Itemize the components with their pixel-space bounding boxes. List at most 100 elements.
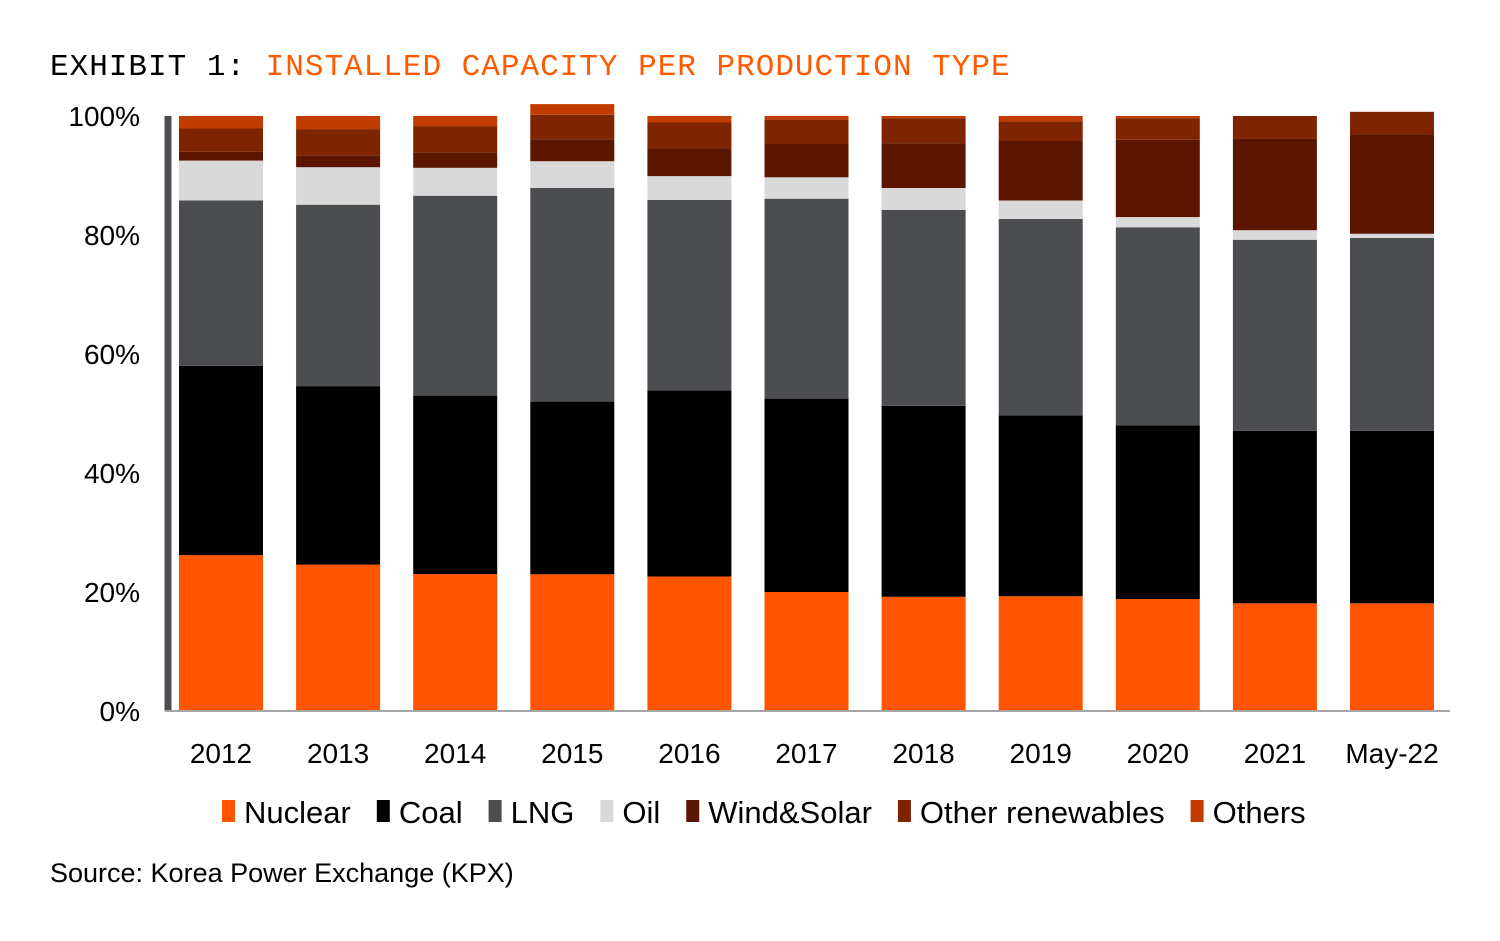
legend-label: Other renewables: [920, 795, 1165, 830]
bar-segment: [1115, 599, 1200, 711]
bar-segment: [881, 188, 966, 210]
legend-swatch: [897, 800, 911, 822]
x-tick-label: 2017: [775, 738, 837, 769]
chart-title: EXHIBIT 1: INSTALLED CAPACITY PER PRODUC…: [50, 50, 1011, 85]
x-tick-label: May-22: [1345, 738, 1438, 769]
bar-segment: [413, 395, 498, 575]
bar-segment: [764, 116, 849, 120]
bar-segment: [1232, 239, 1317, 431]
bar-segment: [647, 176, 732, 200]
bar-segment: [647, 122, 732, 149]
bar-segment: [647, 116, 732, 123]
bar-segment: [1232, 430, 1317, 604]
y-tick-label: 40%: [84, 458, 140, 489]
bar-segment: [764, 119, 849, 144]
x-tick-label: 2020: [1127, 738, 1189, 769]
legend-swatch: [376, 800, 390, 822]
bar-segment: [1350, 111, 1434, 135]
y-tick-label: 80%: [84, 220, 140, 251]
bar-segment: [881, 118, 966, 144]
bar-segment: [296, 155, 381, 168]
bar-segment: [647, 148, 732, 177]
legend-swatch: [1190, 800, 1204, 822]
legend-label: Wind&Solar: [708, 795, 872, 830]
bar-segment: [530, 574, 615, 711]
x-tick-label: 2019: [1010, 738, 1072, 769]
bar-segment: [413, 167, 498, 196]
bar-segment: [179, 160, 263, 201]
bar-segment: [764, 144, 849, 178]
bar-segment: [296, 116, 381, 130]
bar-segment: [1350, 233, 1434, 238]
legend-label: Oil: [622, 795, 660, 830]
bar-segment: [998, 218, 1083, 416]
legend-label: Coal: [399, 795, 463, 830]
bar-segment: [530, 104, 615, 115]
bar-segment: [1350, 430, 1434, 604]
x-tick-label: 2016: [658, 738, 720, 769]
bar-segment: [1115, 116, 1200, 119]
bar-segment: [296, 129, 381, 156]
bar-segment: [413, 126, 498, 153]
x-tick-label: 2013: [307, 738, 369, 769]
bar-segment: [647, 199, 732, 391]
bar-segment: [413, 116, 498, 127]
legend-label: LNG: [511, 795, 575, 830]
bar-segment: [1115, 425, 1200, 600]
bar-segment: [764, 177, 849, 199]
bar-segment: [764, 198, 849, 399]
y-tick-label: 60%: [84, 339, 140, 370]
bar-segment: [179, 128, 263, 152]
bar-segment: [998, 116, 1083, 122]
bar-segment: [1350, 238, 1434, 431]
bar-segment: [1232, 138, 1317, 231]
bar-segment: [530, 401, 615, 575]
bar-segment: [413, 152, 498, 168]
bar-segment: [179, 116, 263, 129]
x-tick-label: 2015: [541, 738, 603, 769]
bar-segment: [998, 200, 1083, 219]
bar-segment: [179, 555, 263, 711]
bar-segment: [530, 188, 615, 402]
bar-segment: [881, 116, 966, 119]
bar-segment: [1115, 227, 1200, 426]
bar-segment: [647, 390, 732, 577]
bar-segment: [179, 151, 263, 161]
x-tick-label: 2012: [190, 738, 252, 769]
legend-swatch: [488, 800, 502, 822]
legend-swatch: [686, 800, 700, 822]
legend-swatch: [222, 800, 235, 822]
bar-segment: [1115, 139, 1200, 218]
bar-segment: [530, 139, 615, 162]
bar-segment: [413, 574, 498, 711]
legend-label: Others: [1213, 795, 1306, 830]
y-tick-label: 20%: [84, 577, 140, 608]
legend-swatch: [600, 800, 614, 822]
bar-segment: [296, 386, 381, 565]
title-prefix: EXHIBIT 1:: [50, 50, 247, 85]
bar-segment: [179, 365, 263, 556]
bar-segment: [881, 143, 966, 188]
bar-segment: [1115, 118, 1200, 140]
bar-segment: [881, 596, 966, 711]
bar-segment: [530, 114, 615, 140]
bar-segment: [1232, 116, 1317, 139]
bar-segment: [881, 405, 966, 597]
bar-segment: [296, 167, 381, 205]
bar-segment: [296, 564, 381, 711]
bar-segment: [296, 204, 381, 387]
bar-segment: [179, 200, 263, 366]
y-tick-label: 0%: [100, 696, 140, 727]
bar-segment: [881, 210, 966, 406]
bar-segment: [1232, 230, 1317, 240]
bar-segment: [1350, 134, 1434, 234]
source-note: Source: Korea Power Exchange (KPX): [50, 858, 514, 888]
legend-label: Nuclear: [244, 795, 351, 830]
bar-segment: [1350, 603, 1434, 711]
bar-segment: [764, 592, 849, 711]
bar-segment: [998, 141, 1083, 201]
bar-segment: [998, 415, 1083, 597]
x-tick-label: 2018: [892, 738, 954, 769]
bar-segment: [998, 596, 1083, 711]
